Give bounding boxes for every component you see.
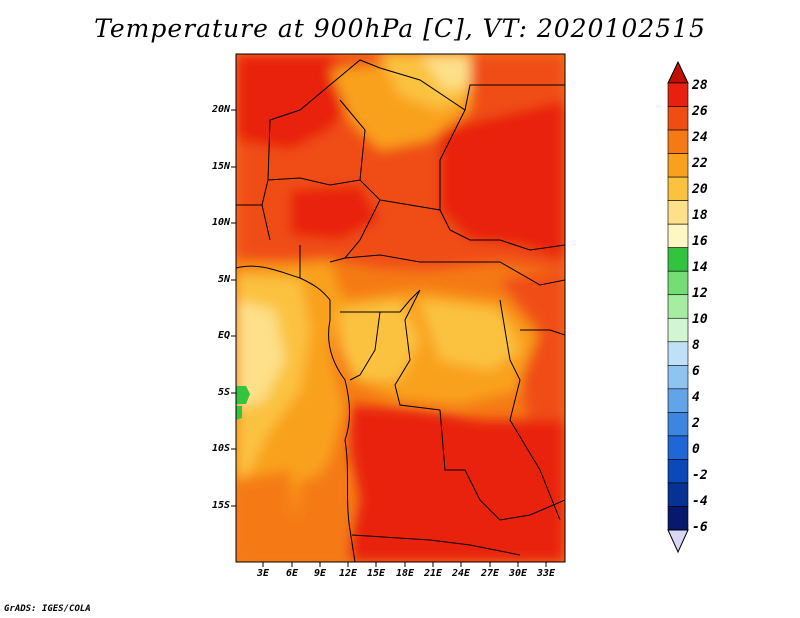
x-axis-label: 3E xyxy=(256,568,270,579)
colorbar-label: 14 xyxy=(692,260,708,275)
colorbar-swatch xyxy=(667,200,689,225)
x-axis-label: 33E xyxy=(536,568,556,579)
x-axis-label: 15E xyxy=(366,568,386,579)
colorbar-label: 4 xyxy=(692,390,700,405)
colorbar-label: 6 xyxy=(692,364,700,379)
colorbar-swatch xyxy=(667,388,689,413)
y-axis-label: EQ xyxy=(217,330,230,341)
x-axis-label: 24E xyxy=(451,568,471,579)
colorbar-top-arrow xyxy=(667,60,689,84)
x-axis-label: 6E xyxy=(285,568,299,579)
colorbar-swatch xyxy=(667,82,689,107)
colorbar-swatch xyxy=(667,482,689,507)
map-title: Temperature at 900hPa [C], VT: 202010251… xyxy=(94,14,706,43)
x-axis-label: 21E xyxy=(423,568,443,579)
y-axis-label: 15N xyxy=(211,161,230,172)
axis-ticks xyxy=(231,109,547,567)
colorbar-label: 12 xyxy=(692,286,708,301)
colorbar-label: 8 xyxy=(692,338,700,353)
colorbar-swatch xyxy=(667,153,689,178)
colorbar-swatch xyxy=(667,459,689,484)
colorbar-label: 0 xyxy=(692,442,700,457)
credit-text: GrADS: IGES/COLA xyxy=(4,604,91,614)
colorbar-swatch xyxy=(667,412,689,437)
colorbar-bottom-arrow xyxy=(667,529,689,554)
colorbar-swatch xyxy=(667,341,689,366)
colorbar-label: 28 xyxy=(692,78,708,93)
colorbar-swatch xyxy=(667,317,689,343)
colorbar-label: 22 xyxy=(692,156,708,171)
colorbar-swatch xyxy=(667,365,689,390)
colorbar-label: -4 xyxy=(692,494,708,509)
colorbar-label: 20 xyxy=(692,182,708,197)
colorbar-label: 16 xyxy=(692,234,708,249)
colorbar-label: 24 xyxy=(692,130,708,145)
y-axis-label: 5S xyxy=(217,387,230,398)
colorbar-swatch xyxy=(667,129,689,154)
x-axis-label: 18E xyxy=(395,568,415,579)
country-borders xyxy=(236,59,565,562)
colorbar-label: 26 xyxy=(692,104,708,119)
y-axis-label: 20N xyxy=(211,104,230,115)
colorbar-swatch xyxy=(667,435,689,460)
colorbar-swatch xyxy=(667,223,689,248)
colorbar-swatch xyxy=(667,106,689,131)
colorbar-swatch xyxy=(667,294,689,319)
x-axis-label: 27E xyxy=(480,568,500,579)
y-axis-label: 15S xyxy=(211,500,230,511)
y-axis-label: 10S xyxy=(211,443,230,454)
colorbar-swatch xyxy=(667,176,689,201)
x-axis-label: 12E xyxy=(338,568,358,579)
colorbar-label: 2 xyxy=(692,416,700,431)
colorbar xyxy=(667,60,689,554)
colorbar-swatch xyxy=(667,506,689,531)
x-axis-label: 30E xyxy=(508,568,528,579)
map-frame xyxy=(235,53,566,563)
colorbar-label: -2 xyxy=(692,468,708,483)
temperature-field xyxy=(236,54,565,562)
colorbar-label: 18 xyxy=(692,208,708,223)
y-axis-label: 10N xyxy=(211,217,230,228)
colorbar-swatch xyxy=(667,247,689,272)
colorbar-label: 10 xyxy=(692,312,708,327)
colorbar-swatch xyxy=(667,270,689,296)
x-axis-label: 9E xyxy=(313,568,327,579)
colorbar-label: -6 xyxy=(692,520,708,535)
y-axis-label: 5N xyxy=(217,274,230,285)
